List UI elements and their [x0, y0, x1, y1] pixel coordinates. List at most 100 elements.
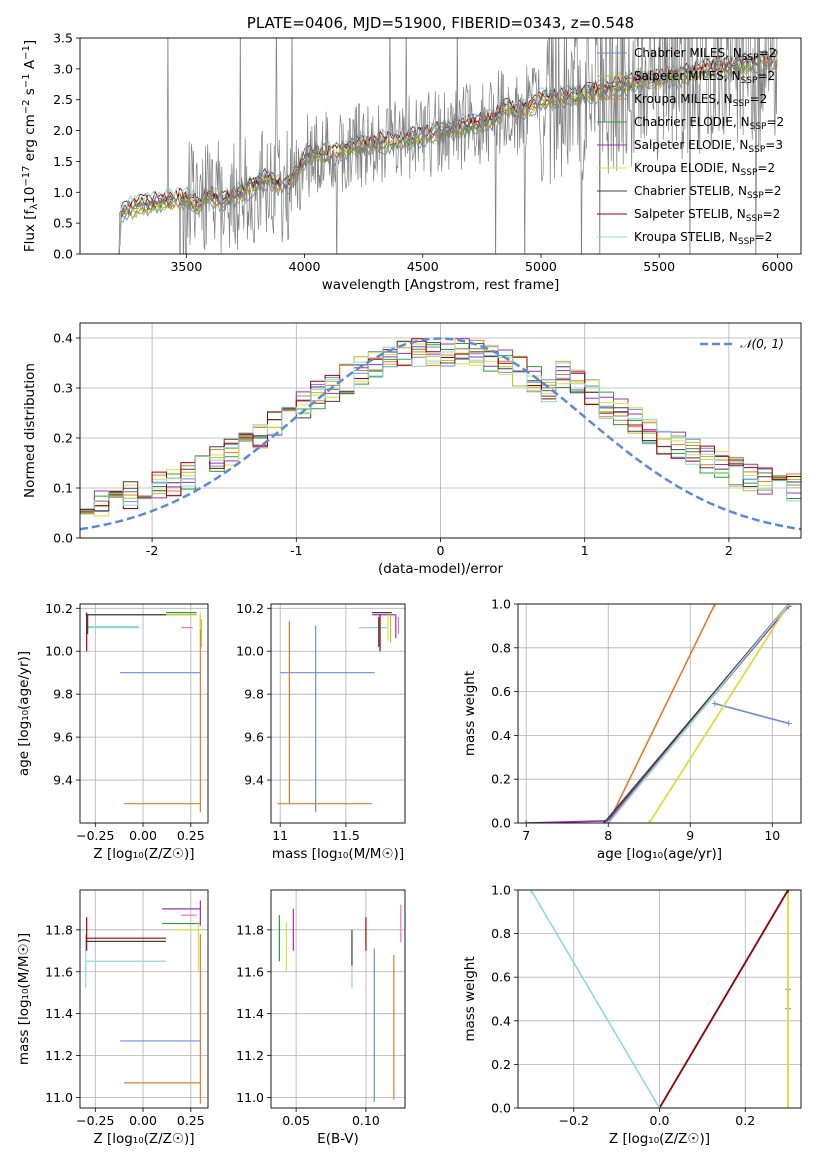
x-tick-label: 5000 — [525, 259, 557, 274]
x-tick-label: 11 — [272, 828, 288, 843]
panel-mass-vs-Z: −0.25 0.00 0.25 11.0 11.2 11.4 11.6 11.8 Z [log₁… — [16, 889, 209, 1147]
y-tick-label: 0.6 — [491, 684, 511, 699]
weight-point — [785, 890, 792, 893]
weight-line — [530, 890, 661, 1108]
y-tick-label: 2.5 — [53, 92, 73, 107]
weight-point — [711, 604, 718, 607]
y-tick-label: 11.0 — [236, 1090, 264, 1105]
y-tick-label: 11.2 — [236, 1048, 264, 1063]
y-tick-label: 11.2 — [45, 1048, 73, 1063]
x-tick-label: 0.00 — [129, 828, 157, 843]
panel-residuals: -2 -1 0 1 2 0.0 0.1 0.2 0.3 0.4 (data-model)/error… — [22, 322, 802, 577]
y-tick-label: 0.0 — [491, 1101, 511, 1116]
x-tick-label: -2 — [146, 543, 158, 558]
y-tick-label: 1.0 — [491, 597, 511, 612]
x-tick-label: 0 — [437, 543, 445, 558]
weight-line — [526, 605, 790, 823]
y-tick-label: 10.0 — [45, 644, 73, 659]
axes-frame — [79, 37, 802, 255]
x-axis-label: (data-model)/error — [378, 561, 504, 577]
y-tick-label: 9.6 — [53, 730, 73, 745]
x-tick-label: 6000 — [761, 259, 793, 274]
y-tick-label: 9.8 — [53, 687, 73, 702]
y-axis-label: mass [log₁₀(M/M☉)] — [16, 933, 32, 1065]
observed-spectrum-line — [118, 38, 778, 254]
x-tick-label: 1 — [581, 543, 589, 558]
y-tick-label: 0.0 — [53, 531, 73, 546]
x-tick-label: 0.10 — [352, 1113, 380, 1128]
panel-mass-weight-vs-age: 7 8 9 10 0.0 0.2 0.4 0.6 0.8 1.0 age [log₁₀(age/yr… — [462, 597, 802, 862]
legend: Chabrier MILES, NSSP=2 Salpeter MILES, NS… — [597, 46, 784, 247]
axes-frame — [79, 889, 209, 1109]
legend-entry: Salpeter MILES, NSSP=2 — [634, 69, 775, 86]
weight-line — [714, 702, 789, 725]
y-tick-label: 9.4 — [244, 773, 264, 788]
x-axis-label: Z [log₁₀(Z/Z☉)] — [609, 1131, 710, 1147]
y-tick-label: 0.8 — [491, 640, 511, 655]
normal-reference-curve — [80, 337, 801, 531]
axes-frame — [517, 603, 802, 824]
legend-entry: Chabrier STELIB, NSSP=2 — [634, 184, 782, 201]
y-tick-label: 0.4 — [491, 728, 511, 743]
x-axis-label: wavelength [Angstrom, rest frame] — [322, 277, 560, 293]
x-axis-label: age [log₁₀(age/yr)] — [597, 846, 722, 862]
x-tick-label: 2 — [725, 543, 733, 558]
axes-frame — [270, 603, 406, 824]
x-tick-label: 4500 — [407, 259, 439, 274]
weight-point — [605, 820, 612, 823]
x-tick-label: 8 — [604, 828, 612, 843]
legend-entry: Chabrier MILES, NSSP=2 — [634, 46, 776, 63]
weight-point — [785, 604, 792, 607]
y-tick-label: 1.5 — [53, 154, 73, 169]
y-tick-label: 0.8 — [491, 926, 511, 941]
plot-area-age-vs-Z — [85, 611, 202, 813]
legend-entry: Salpeter STELIB, NSSP=2 — [634, 207, 780, 224]
x-tick-label: 0.25 — [177, 828, 205, 843]
x-tick-label: 9 — [686, 828, 694, 843]
y-tick-label: 11.0 — [45, 1090, 73, 1105]
weight-point — [523, 820, 530, 823]
x-tick-label: 11.5 — [332, 828, 360, 843]
y-tick-label: 11.4 — [236, 1006, 264, 1021]
y-tick-label: 3.0 — [53, 61, 73, 76]
legend-entry: Kroupa MILES, NSSP=2 — [634, 92, 767, 109]
y-axis-label: Normed distribution — [22, 363, 38, 498]
y-tick-label: 1.0 — [491, 883, 511, 898]
axes-frame — [517, 889, 802, 1109]
y-tick-label: 0.2 — [491, 1057, 511, 1072]
legend-entry: Kroupa ELODIE, NSSP=2 — [634, 161, 775, 178]
residual-histogram — [80, 346, 801, 510]
panel-mass-vs-EBV: 0.05 0.10 11.0 11.2 11.4 11.6 11.8 E(B-V) — [236, 889, 406, 1147]
y-tick-label: 0.0 — [491, 816, 511, 831]
x-tick-label: -1 — [290, 543, 302, 558]
y-tick-label: 11.8 — [45, 922, 73, 937]
y-tick-label: 11.4 — [45, 1006, 73, 1021]
x-axis-label: E(B-V) — [317, 1131, 359, 1147]
y-tick-label: 0.5 — [53, 216, 73, 231]
weight-line — [658, 890, 789, 1108]
x-axis-label: Z [log₁₀(Z/Z☉)] — [93, 1131, 194, 1147]
weight-point — [601, 820, 608, 823]
plot-area-mass-weight-vs-age — [523, 604, 792, 823]
legend-entry: 𝒩(0, 1) — [740, 337, 784, 351]
weight-line — [607, 604, 716, 823]
x-tick-label: −0.25 — [76, 1113, 114, 1128]
x-tick-label: 4000 — [289, 259, 321, 274]
chart-title: PLATE=0406, MJD=51900, FIBERID=0343, z=0… — [247, 14, 634, 32]
y-tick-label: 0.6 — [491, 970, 511, 985]
x-tick-label: 0.0 — [650, 1113, 670, 1128]
weight-line — [648, 604, 790, 823]
y-tick-label: 10.2 — [45, 601, 73, 616]
legend-entry: Kroupa STELIB, NSSP=2 — [634, 230, 772, 247]
x-tick-label: 0.05 — [282, 1113, 310, 1128]
legend-entry: Chabrier ELODIE, NSSP=2 — [634, 115, 784, 132]
x-tick-label: −0.25 — [76, 828, 114, 843]
panel-spectrum: 3500 4000 4500 5000 5500 6000 0.0 0.5 1.0 1.5 2.0 2… — [21, 14, 802, 293]
y-tick-label: 0.4 — [53, 331, 73, 346]
x-tick-label: 10 — [764, 828, 780, 843]
weight-point — [656, 1105, 663, 1108]
y-tick-label: 1.0 — [53, 185, 73, 200]
plot-area-age-vs-mass — [277, 611, 400, 813]
y-tick-label: 10.0 — [236, 644, 264, 659]
panel-age-vs-Z: −0.25 0.00 0.25 9.4 9.6 9.8 10.0 10.2 Z [log₁₀(Z… — [16, 601, 209, 862]
